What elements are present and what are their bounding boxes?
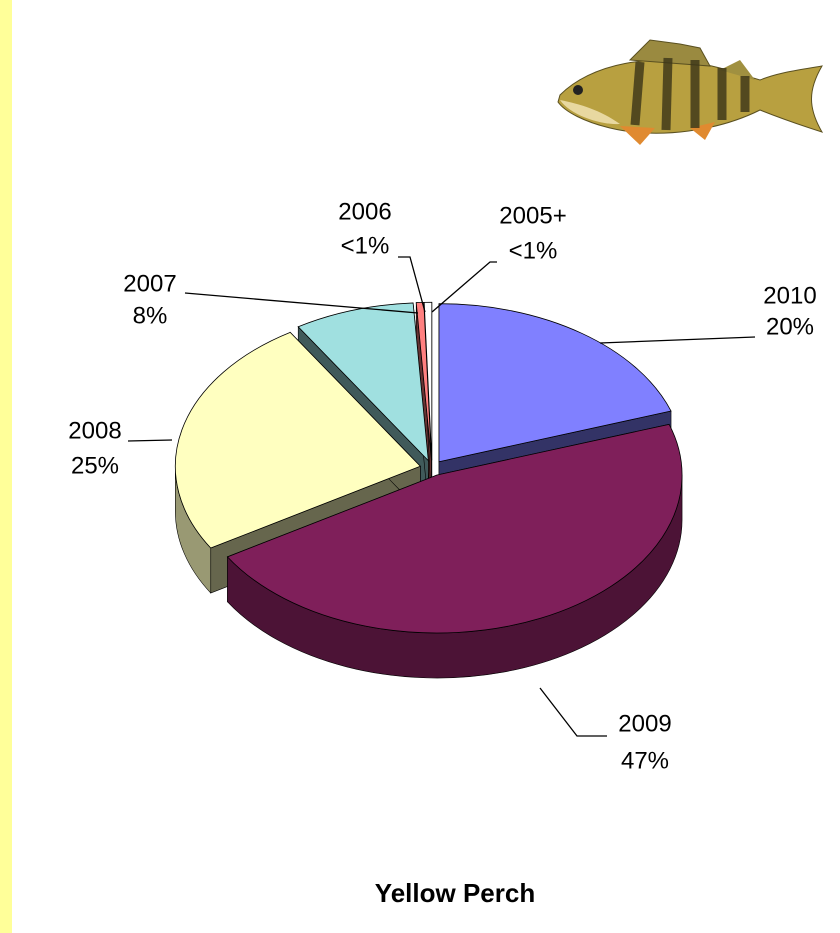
leader-line — [127, 439, 173, 442]
slice-top — [175, 331, 422, 549]
slice-top — [415, 301, 432, 461]
value-label: <1% — [341, 232, 390, 259]
leader-line — [398, 256, 426, 313]
chart-title: Yellow Perch — [375, 878, 535, 908]
value-label: 8% — [133, 302, 168, 329]
value-label: <1% — [509, 237, 558, 264]
value-label: 20% — [766, 313, 814, 340]
leader-line — [599, 336, 756, 344]
slice-label: 2009 — [618, 710, 671, 737]
slice — [226, 423, 683, 679]
slice-label: 2006 — [338, 198, 391, 225]
value-label: 47% — [621, 747, 669, 774]
leader-line — [539, 687, 607, 737]
slice-label: 2007 — [123, 270, 176, 297]
slice-top — [438, 303, 672, 463]
slice-top — [297, 302, 429, 462]
slice-label: 2008 — [68, 417, 121, 444]
slice-label: 2010 — [763, 282, 816, 309]
fish-picture — [557, 39, 824, 145]
slice-label: 2005+ — [499, 202, 566, 229]
side-strip — [0, 0, 12, 933]
value-label: 25% — [71, 452, 119, 479]
leader-line — [184, 292, 419, 314]
slice-top — [226, 423, 683, 634]
leader-line — [431, 261, 497, 313]
